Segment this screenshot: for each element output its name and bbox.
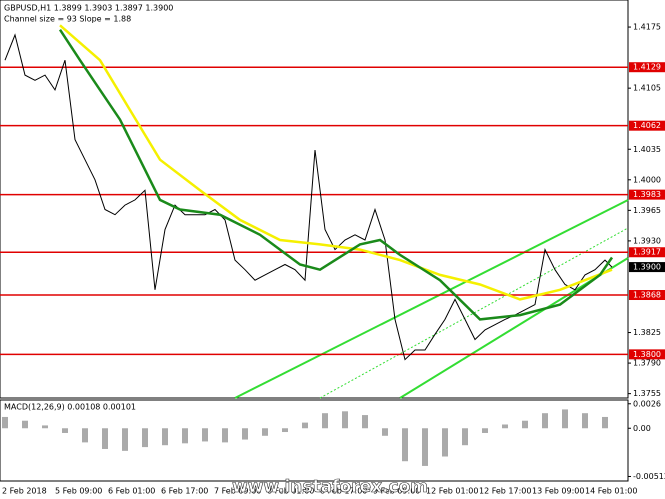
macd-tick-label: 0.0026 — [633, 399, 661, 408]
macd-bar — [42, 425, 48, 429]
main-panel — [0, 0, 629, 399]
level-label: 1.4062 — [633, 121, 661, 130]
macd-bar — [382, 428, 388, 436]
x-tick-label: 7 Feb 09:00 — [214, 487, 261, 496]
macd-bar — [302, 422, 308, 429]
macd-bar — [362, 415, 368, 429]
slow-ma-line — [59, 24, 613, 301]
macd-panel — [0, 399, 629, 482]
macd-bar — [282, 428, 288, 433]
macd-bar — [402, 428, 408, 462]
macd-label: MACD(12,26,9) 0.00108 0.00101 — [4, 403, 136, 412]
macd-bar — [202, 428, 208, 442]
macd-bar — [542, 413, 548, 429]
macd-bar — [462, 428, 468, 446]
level-tag — [629, 120, 665, 131]
macd-bar — [22, 420, 28, 429]
y-tick-label: 1.3825 — [633, 328, 661, 337]
level-label: 1.3800 — [633, 350, 661, 359]
x-tick-label: 8 Feb 01:00 — [267, 487, 314, 496]
macd-bar — [602, 416, 608, 429]
x-tick-label: 9 Feb 09:00 — [373, 487, 420, 496]
x-tick-label: 12 Feb 01:00 — [426, 487, 478, 496]
level-tag — [629, 290, 665, 301]
macd-bar — [122, 428, 128, 451]
level-label: 1.3868 — [633, 291, 661, 300]
level-tag — [629, 349, 665, 360]
macd-bar — [342, 411, 348, 429]
x-tick-label: 6 Feb 17:00 — [161, 487, 208, 496]
level-tag — [629, 247, 665, 258]
chart-subtitle: Channel size = 93 Slope = 1.88 — [4, 15, 131, 24]
macd-bar — [522, 420, 528, 429]
y-tick-label: 1.4000 — [633, 175, 661, 184]
macd-bar — [62, 428, 68, 433]
fast-ma-line — [58, 29, 614, 321]
macd-bar — [502, 424, 508, 429]
chart-title: GBPUSD,H1 1.3899 1.3903 1.3897 1.3900 — [4, 4, 173, 13]
watermark: www.instaforex.com — [232, 477, 428, 497]
macd-bar — [222, 428, 228, 443]
macd-bar — [262, 428, 268, 436]
y-tick-label: 1.4035 — [633, 145, 661, 154]
y-tick-label: 1.3755 — [633, 389, 661, 398]
macd-bar — [2, 416, 8, 429]
y-tick-label: 1.3965 — [633, 206, 661, 215]
level-tag — [629, 189, 665, 200]
macd-bar — [422, 428, 428, 466]
level-label: 1.3983 — [633, 190, 661, 199]
channel-upper — [234, 199, 629, 399]
price-tag — [629, 262, 665, 273]
x-tick-label: 13 Feb 09:00 — [532, 487, 584, 496]
macd-bar — [322, 413, 328, 429]
y-tick-label: 1.3790 — [633, 359, 661, 368]
macd-bar — [102, 428, 108, 449]
level-label: 1.3917 — [633, 248, 661, 257]
level-label: 1.4129 — [633, 63, 661, 72]
macd-bar — [182, 428, 188, 444]
x-tick-label: 6 Feb 01:00 — [108, 487, 155, 496]
macd-bar — [162, 428, 168, 446]
macd-bar — [442, 428, 448, 457]
macd-bar — [142, 428, 148, 448]
macd-tick-label: 0.00 — [633, 424, 651, 433]
y-tick-label: 1.3930 — [633, 236, 661, 245]
x-tick-label: 14 Feb 01:00 — [585, 487, 637, 496]
macd-bar — [242, 428, 248, 440]
x-tick-label: 12 Feb 17:00 — [479, 487, 531, 496]
macd-bar — [582, 413, 588, 429]
macd-bar — [562, 409, 568, 429]
price-label: 1.3900 — [633, 263, 661, 272]
level-tag — [629, 62, 665, 73]
macd-bar — [82, 428, 88, 443]
y-tick-label: 1.4105 — [633, 84, 661, 93]
x-tick-label: 5 Feb 09:00 — [55, 487, 102, 496]
channel-mid — [319, 227, 629, 399]
y-tick-label: 1.4175 — [633, 23, 661, 32]
x-tick-label: 8 Feb 17:00 — [320, 487, 367, 496]
macd-bar — [482, 428, 488, 433]
x-tick-label: 2 Feb 2018 — [2, 487, 47, 496]
